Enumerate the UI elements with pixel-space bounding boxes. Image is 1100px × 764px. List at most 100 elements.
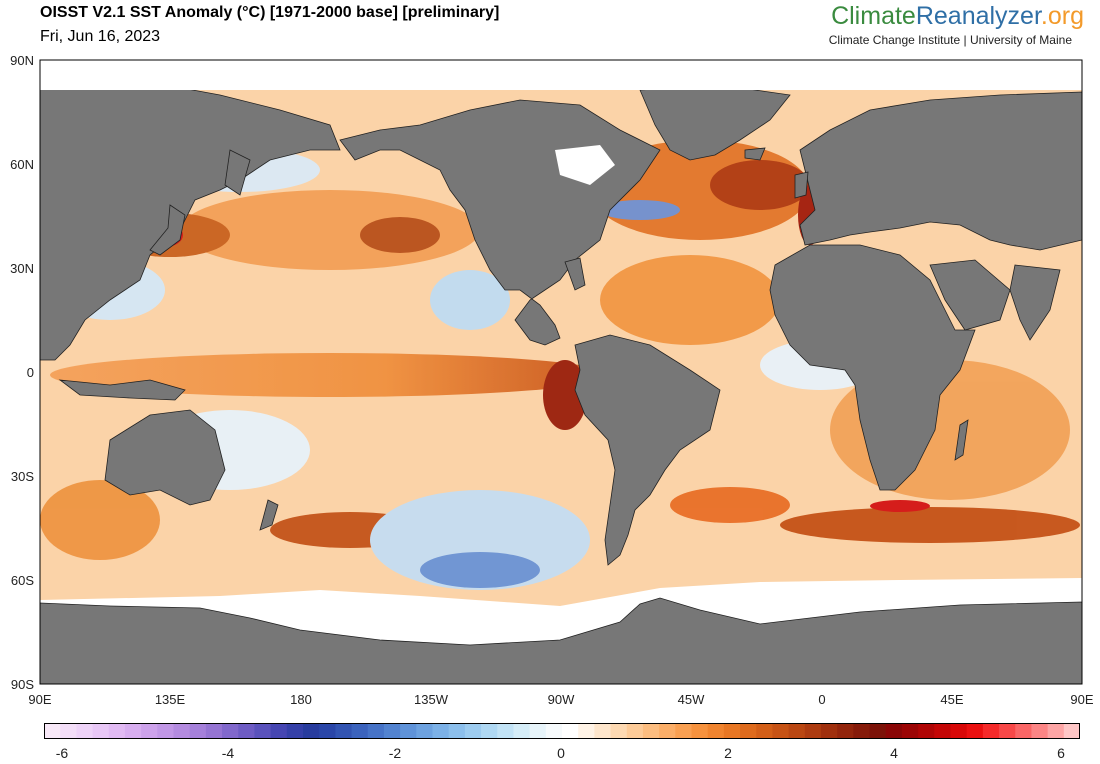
colorbar-cell: [853, 723, 871, 739]
japan: [149, 204, 186, 256]
colorbar-cell: [1031, 723, 1049, 739]
colorbar-tick-2: 2: [724, 745, 732, 761]
colorbar-cell: [756, 723, 773, 739]
lon-label-0: 0: [818, 692, 826, 707]
kamchatka: [224, 149, 251, 196]
colorbar-frame: [44, 723, 1080, 739]
colorbar-cell: [642, 723, 660, 739]
iceland: [744, 147, 766, 161]
india: [1009, 264, 1061, 341]
colorbar-cell: [804, 723, 822, 739]
lon-label-45e: 45E: [940, 692, 964, 707]
australia: [104, 409, 226, 506]
colorbar-cell: [1063, 723, 1080, 739]
colorbar-cell: [934, 723, 951, 739]
colorbar-cell: [254, 723, 272, 739]
colorbar-cell: [481, 723, 498, 739]
colorbar-cell: [1047, 723, 1065, 739]
sst-anomaly-map[interactable]: [0, 0, 1100, 700]
lat-label-30s: 30S: [10, 469, 34, 484]
europe: [799, 91, 1082, 251]
colorbar-cell: [1015, 723, 1032, 739]
colorbar-cell: [238, 723, 255, 739]
colorbar-cell: [594, 723, 612, 739]
brand-part-org: .org: [1040, 2, 1084, 30]
lat-label-90s: 90S: [10, 677, 34, 692]
lat-label-equator: 0: [26, 365, 34, 380]
lon-label-180: 180: [290, 692, 312, 707]
colorbar-cell: [351, 723, 369, 739]
brand-logo[interactable]: ClimateReanalyzer.org: [831, 2, 1084, 31]
colorbar-cell: [513, 723, 531, 739]
colorbar-cell: [400, 723, 417, 739]
lon-label-90e-right: 90E: [1070, 692, 1094, 707]
colorbar-tick-neg2: -2: [388, 745, 402, 761]
great-britain: [794, 171, 809, 199]
colorbar-cell: [270, 723, 288, 739]
new-zealand: [259, 499, 279, 531]
colorbar-cell: [76, 723, 94, 739]
colorbar-cell: [416, 723, 433, 739]
indonesia: [58, 379, 186, 401]
colorbar-cell: [464, 723, 482, 739]
colorbar-cell: [837, 723, 854, 739]
colorbar-cell: [918, 723, 935, 739]
colorbar-cell: [335, 723, 353, 739]
antarctica: [40, 597, 1082, 684]
colorbar-cell: [529, 723, 547, 739]
south-america: [574, 334, 721, 566]
lat-label-30n: 30N: [10, 261, 34, 276]
colorbar-cell: [545, 723, 563, 739]
colorbar-cell: [675, 723, 692, 739]
colorbar-cell: [578, 723, 595, 739]
map-title: OISST V2.1 SST Anomaly (°C) [1971-2000 b…: [40, 4, 500, 21]
colorbar-cell: [772, 723, 790, 739]
colorbar-cell: [707, 723, 725, 739]
colorbar-tick-6: 6: [1057, 745, 1065, 761]
colorbar-cell: [901, 723, 919, 739]
colorbar-cell: [222, 723, 239, 739]
colorbar-cell: [788, 723, 806, 739]
lat-label-60s: 60S: [10, 573, 34, 588]
colorbar-cell: [723, 723, 741, 739]
colorbar-cell: [562, 723, 579, 739]
colorbar-cell: [869, 723, 887, 739]
lon-label-135w: 135W: [414, 692, 448, 707]
land: [40, 81, 1082, 684]
colorbar-tick-neg6: -6: [55, 745, 69, 761]
colorbar-tick-4: 4: [890, 745, 898, 761]
colorbar-cell: [108, 723, 126, 739]
map-frame: [39, 59, 1083, 685]
florida: [564, 257, 586, 291]
colorbar-cell: [383, 723, 401, 739]
lon-label-135e: 135E: [154, 692, 186, 707]
colorbar-cell: [497, 723, 514, 739]
colorbar-cell: [286, 723, 304, 739]
colorbar-cell: [367, 723, 385, 739]
colorbar-cell: [92, 723, 110, 739]
colorbar-cell: [999, 723, 1016, 739]
colorbar-cell: [966, 723, 984, 739]
colorbar-cell: [659, 723, 676, 739]
colorbar-cell: [189, 723, 207, 739]
colorbar-cell: [950, 723, 968, 739]
colorbar-cell: [157, 723, 174, 739]
colorbar: [44, 723, 1080, 739]
lon-label-90e-left: 90E: [28, 692, 52, 707]
colorbar-cells: [44, 723, 1080, 739]
colorbar-cell: [205, 723, 223, 739]
colorbar-cell: [448, 723, 466, 739]
colorbar-cell: [124, 723, 142, 739]
colorbar-cell: [319, 723, 336, 739]
lon-label-45w: 45W: [677, 692, 705, 707]
asia-east: [40, 81, 341, 361]
colorbar-cell: [982, 723, 1000, 739]
colorbar-cell: [885, 723, 903, 739]
brand-subtitle: Climate Change Institute | University of…: [828, 33, 1072, 47]
colorbar-cell: [610, 723, 628, 739]
colorbar-cell: [60, 723, 77, 739]
colorbar-cell: [141, 723, 158, 739]
lat-label-90n: 90N: [10, 53, 34, 68]
colorbar-cell: [740, 723, 757, 739]
colorbar-cell: [173, 723, 191, 739]
